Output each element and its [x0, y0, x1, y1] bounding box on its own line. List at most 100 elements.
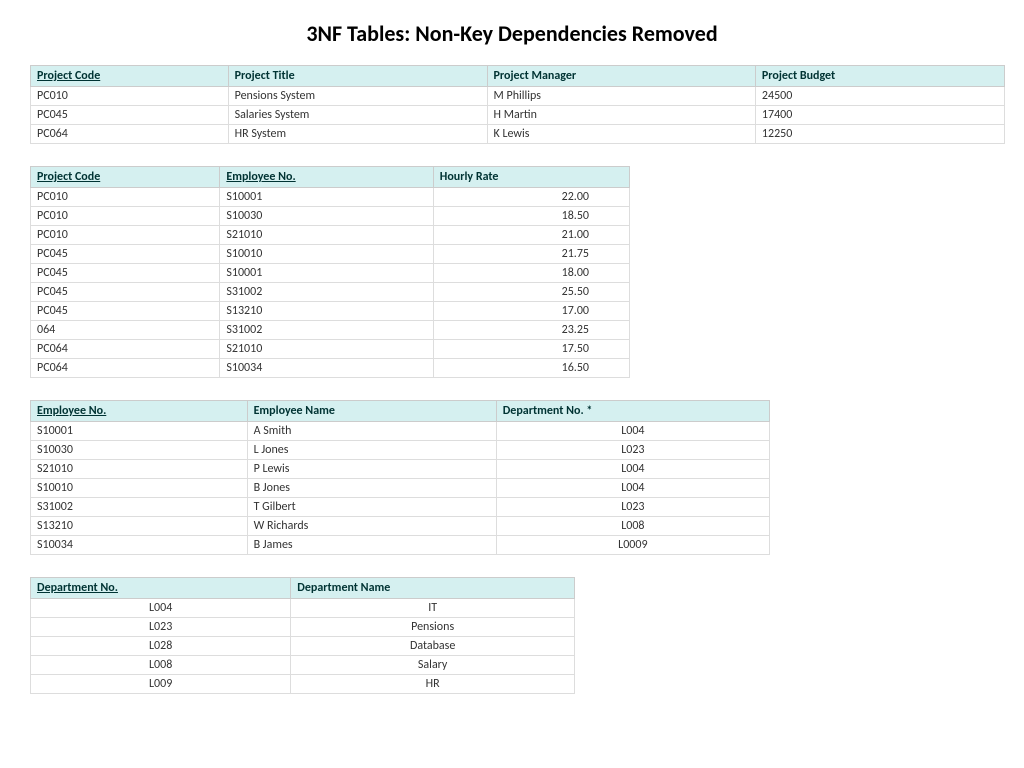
table-row: PC010S1003018.50 — [31, 207, 630, 226]
table-row: S10001A SmithL004 — [31, 422, 770, 441]
table-cell: PC045 — [31, 283, 220, 302]
table-row: 064S3100223.25 — [31, 321, 630, 340]
table-row: PC045S1001021.75 — [31, 245, 630, 264]
table-cell: S21010 — [220, 340, 433, 359]
table-cell: S21010 — [31, 460, 248, 479]
table-cell: S10001 — [220, 264, 433, 283]
table-cell: S10010 — [31, 479, 248, 498]
table-cell: IT — [291, 599, 575, 618]
table-cell: B James — [247, 536, 496, 555]
table-row: PC064HR SystemK Lewis12250 — [31, 125, 1005, 144]
table-cell: L004 — [496, 422, 769, 441]
table-row: L023Pensions — [31, 618, 575, 637]
table-row: PC045S3100225.50 — [31, 283, 630, 302]
table-cell: PC010 — [31, 226, 220, 245]
table-row: PC064S1003416.50 — [31, 359, 630, 378]
table-cell: L028 — [31, 637, 291, 656]
table-row: PC064S2101017.50 — [31, 340, 630, 359]
table-row: S13210W RichardsL008 — [31, 517, 770, 536]
column-header: Project Code — [31, 167, 220, 188]
column-header: Project Manager — [487, 66, 755, 87]
table-cell: L Jones — [247, 441, 496, 460]
table-cell: 21.00 — [433, 226, 629, 245]
column-header: Project Code — [31, 66, 229, 87]
table-cell: S13210 — [31, 517, 248, 536]
table-cell: M Phillips — [487, 87, 755, 106]
table-cell: L008 — [31, 656, 291, 675]
table-cell: L004 — [496, 479, 769, 498]
table-row: PC045Salaries SystemH Martin17400 — [31, 106, 1005, 125]
table-cell: S10001 — [220, 188, 433, 207]
table-row: PC010S1000122.00 — [31, 188, 630, 207]
table-cell: S21010 — [220, 226, 433, 245]
table-cell: S10030 — [31, 441, 248, 460]
table-cell: PC064 — [31, 359, 220, 378]
table-cell: S10010 — [220, 245, 433, 264]
table-row: PC045S1321017.00 — [31, 302, 630, 321]
table-cell: S10034 — [220, 359, 433, 378]
table-cell: A Smith — [247, 422, 496, 441]
table-cell: S31002 — [220, 283, 433, 302]
table-cell: 18.00 — [433, 264, 629, 283]
table-cell: S13210 — [220, 302, 433, 321]
table-cell: L023 — [496, 498, 769, 517]
table-cell: L023 — [31, 618, 291, 637]
table-row: L004IT — [31, 599, 575, 618]
table-row: PC010S2101021.00 — [31, 226, 630, 245]
table-row: PC045S1000118.00 — [31, 264, 630, 283]
table-cell: PC045 — [31, 302, 220, 321]
column-header: Department No. * — [496, 401, 769, 422]
column-header: Project Title — [228, 66, 487, 87]
table-row: L009HR — [31, 675, 575, 694]
table-cell: Salary — [291, 656, 575, 675]
table-cell: 16.50 — [433, 359, 629, 378]
table-cell: 17.00 — [433, 302, 629, 321]
table-cell: B Jones — [247, 479, 496, 498]
table-row: L028Database — [31, 637, 575, 656]
table-cell: PC010 — [31, 207, 220, 226]
table-cell: P Lewis — [247, 460, 496, 479]
table-cell: L023 — [496, 441, 769, 460]
table-cell: PC064 — [31, 125, 229, 144]
table-cell: 21.75 — [433, 245, 629, 264]
table-cell: PC045 — [31, 106, 229, 125]
table-cell: 12250 — [755, 125, 1004, 144]
table-cell: 22.00 — [433, 188, 629, 207]
table-cell: 25.50 — [433, 283, 629, 302]
table-row: S21010P LewisL004 — [31, 460, 770, 479]
table-cell: Salaries System — [228, 106, 487, 125]
table-row: S10010B JonesL004 — [31, 479, 770, 498]
table-cell: S31002 — [31, 498, 248, 517]
table-cell: PC045 — [31, 245, 220, 264]
table-cell: K Lewis — [487, 125, 755, 144]
table-cell: Pensions System — [228, 87, 487, 106]
table-cell: PC045 — [31, 264, 220, 283]
table-cell: T Gilbert — [247, 498, 496, 517]
table-cell: 17400 — [755, 106, 1004, 125]
table-cell: Database — [291, 637, 575, 656]
column-header: Employee No. — [31, 401, 248, 422]
table-cell: S10001 — [31, 422, 248, 441]
table-cell: L004 — [496, 460, 769, 479]
column-header: Project Budget — [755, 66, 1004, 87]
table-row: L008Salary — [31, 656, 575, 675]
table-cell: HR — [291, 675, 575, 694]
table-row: S10034B JamesL0009 — [31, 536, 770, 555]
table-cell: H Martin — [487, 106, 755, 125]
table-cell: HR System — [228, 125, 487, 144]
column-header: Employee No. — [220, 167, 433, 188]
table-cell: 17.50 — [433, 340, 629, 359]
table-cell: L004 — [31, 599, 291, 618]
tables-container: Project CodeProject TitleProject Manager… — [30, 65, 994, 694]
table-cell: PC010 — [31, 87, 229, 106]
column-header: Hourly Rate — [433, 167, 629, 188]
table-cell: 23.25 — [433, 321, 629, 340]
table-cell: 24500 — [755, 87, 1004, 106]
table-row: PC010Pensions SystemM Phillips24500 — [31, 87, 1005, 106]
column-header: Department Name — [291, 578, 575, 599]
table-row: S10030L JonesL023 — [31, 441, 770, 460]
departments-table: Department No.Department NameL004ITL023P… — [30, 577, 575, 694]
table-cell: Pensions — [291, 618, 575, 637]
table-cell: S10030 — [220, 207, 433, 226]
employees-table: Employee No.Employee NameDepartment No. … — [30, 400, 770, 555]
